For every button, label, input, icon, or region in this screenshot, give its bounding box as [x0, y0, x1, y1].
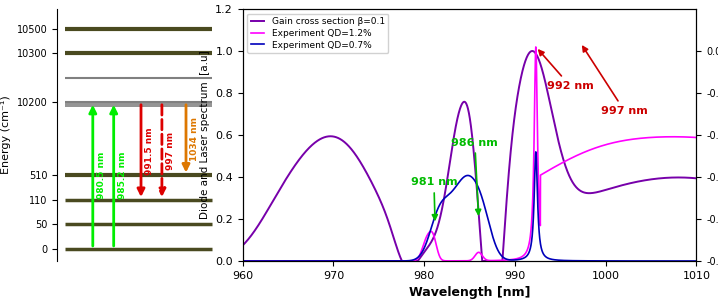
Experiment QD=1.2%: [317, 259, 326, 263]
Gain cross section β=0.1: [635, 180, 643, 183]
Experiment QD=0.7%: [692, 259, 701, 263]
Text: 981 nm: 981 nm: [411, 177, 457, 220]
Gain cross section β=0.1: [290, 164, 299, 168]
Legend: Gain cross section β=0.1, Experiment QD=1.2%, Experiment QD=0.7%: Gain cross section β=0.1, Experiment QD=…: [247, 14, 388, 53]
Line: Experiment QD=1.2%: Experiment QD=1.2%: [243, 47, 696, 261]
Experiment QD=1.2%: [412, 257, 421, 261]
Text: 992 nm: 992 nm: [539, 50, 594, 91]
Experiment QD=1.2%: [635, 137, 643, 140]
Text: 985.2 nm: 985.2 nm: [118, 152, 126, 199]
Experiment QD=1.2%: [290, 259, 299, 263]
Gain cross section β=0.1: [413, 259, 421, 263]
Experiment QD=0.7%: [531, 150, 540, 154]
Text: 980.5 nm: 980.5 nm: [97, 152, 106, 199]
Experiment QD=0.7%: [238, 259, 247, 263]
Text: 986 nm: 986 nm: [452, 137, 498, 214]
Experiment QD=1.2%: [432, 244, 441, 247]
Gain cross section β=0.1: [432, 228, 441, 232]
Gain cross section β=0.1: [684, 176, 692, 179]
Gain cross section β=0.1: [398, 259, 406, 263]
Experiment QD=0.7%: [290, 259, 299, 263]
Gain cross section β=0.1: [528, 49, 536, 53]
Experiment QD=0.7%: [432, 211, 441, 214]
Text: 991.5 nm: 991.5 nm: [145, 127, 154, 175]
Line: Gain cross section β=0.1: Gain cross section β=0.1: [243, 51, 696, 261]
Y-axis label: Energy (cm⁻¹): Energy (cm⁻¹): [1, 96, 11, 174]
Experiment QD=0.7%: [412, 256, 421, 260]
Text: 997 nm: 997 nm: [583, 46, 648, 116]
Line: Experiment QD=0.7%: Experiment QD=0.7%: [243, 152, 696, 261]
Experiment QD=0.7%: [635, 259, 643, 263]
Experiment QD=1.2%: [684, 135, 692, 139]
Experiment QD=1.2%: [692, 136, 701, 139]
Experiment QD=1.2%: [238, 259, 247, 263]
Gain cross section β=0.1: [692, 176, 701, 180]
Experiment QD=0.7%: [684, 259, 692, 263]
X-axis label: Wavelength [nm]: Wavelength [nm]: [409, 286, 531, 299]
Text: 1034 nm: 1034 nm: [190, 117, 199, 161]
Experiment QD=0.7%: [317, 259, 326, 263]
Text: 997 nm: 997 nm: [166, 132, 175, 170]
Experiment QD=1.2%: [531, 45, 540, 49]
Gain cross section β=0.1: [317, 137, 326, 140]
Y-axis label: Diode and Laser spectrum  [a.u]: Diode and Laser spectrum [a.u]: [200, 51, 210, 219]
Gain cross section β=0.1: [238, 244, 247, 247]
